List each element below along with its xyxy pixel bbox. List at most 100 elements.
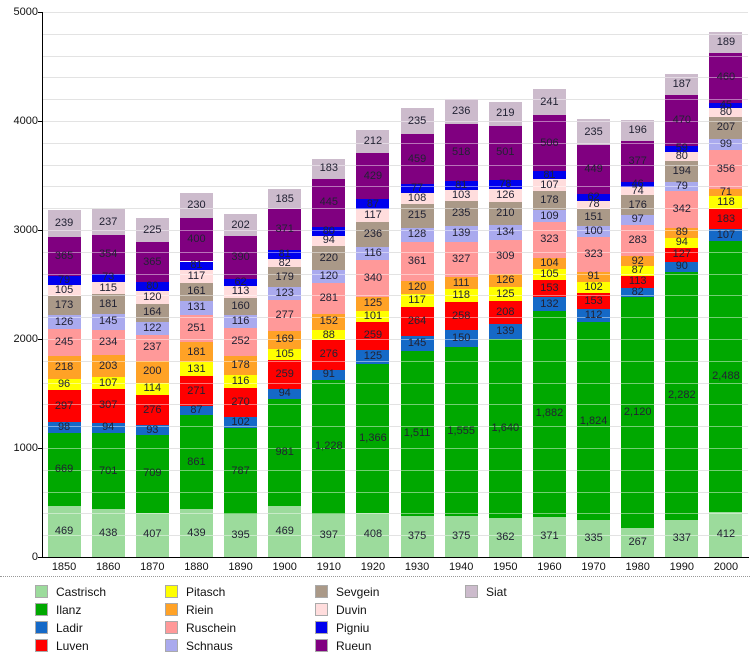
gridline xyxy=(42,12,748,13)
bar-segment-ladir xyxy=(91,422,125,433)
y-tick-mark xyxy=(38,557,42,558)
bar-segment-pitasch xyxy=(621,266,655,276)
bar-segment-schnaus xyxy=(356,247,390,261)
gridline xyxy=(42,426,748,428)
bar-segment-ruschein xyxy=(709,149,743,189)
bar-segment-sevgein xyxy=(400,204,434,228)
bar-segment-sevgein xyxy=(356,221,390,248)
legend-swatch-icon xyxy=(35,639,48,652)
legend-swatch-icon xyxy=(465,585,478,598)
bar-segment-luven xyxy=(224,387,258,418)
bar-segment-rueun xyxy=(577,144,611,194)
bar-segment-ilanz xyxy=(312,379,346,514)
bar-segment-rueun xyxy=(488,125,522,181)
legend-swatch-icon xyxy=(315,585,328,598)
bar-segment-schnaus xyxy=(268,287,302,301)
bar-segment-riein xyxy=(444,277,478,290)
bar-segment-siat xyxy=(400,108,434,135)
bar-segment-duvin xyxy=(268,258,302,268)
bar-segment-schnaus xyxy=(621,214,655,226)
bar-segment-schnaus xyxy=(665,182,699,191)
bar-segment-riein xyxy=(621,256,655,267)
y-tick-label: 2000 xyxy=(13,333,38,345)
gridline-overlay xyxy=(42,426,748,428)
bar-segment-castrisch xyxy=(665,520,699,557)
gridline xyxy=(42,339,748,340)
gridline xyxy=(42,317,748,319)
bar-segment-ladir xyxy=(179,405,213,416)
bar-segment-sevgein xyxy=(621,195,655,215)
bar-segment-ruschein xyxy=(577,236,611,272)
bar-segment-ruschein xyxy=(488,239,522,274)
bar-segment-ilanz xyxy=(577,321,611,521)
bar-segment-castrisch xyxy=(356,512,390,557)
bar-segment-castrisch xyxy=(47,505,81,557)
bar-segment-sevgein xyxy=(488,202,522,226)
gridline xyxy=(42,251,748,253)
bar-segment-ilanz xyxy=(47,432,81,506)
bar-segment-siat xyxy=(621,119,655,142)
bar-segment-pigniu xyxy=(135,282,169,291)
bar-segment-sevgein xyxy=(224,298,258,316)
x-tick-label: 1950 xyxy=(493,561,518,573)
bar-segment-ruschein xyxy=(532,222,566,258)
bar-segment-castrisch xyxy=(621,527,655,557)
gridline-overlay xyxy=(42,491,748,493)
bar-segment-ladir xyxy=(356,350,390,364)
bar-segment-siat xyxy=(532,89,566,116)
bar-segment-schnaus xyxy=(47,315,81,329)
gridline-overlay xyxy=(42,230,748,231)
bar-segment-siat xyxy=(312,158,346,179)
legend-swatch-icon xyxy=(35,621,48,634)
bar-segment-rueun xyxy=(312,178,346,228)
bar-segment-sevgein xyxy=(665,160,699,183)
x-tick-label: 1980 xyxy=(625,561,650,573)
bar-segment-schnaus xyxy=(532,210,566,223)
bar-segment-pitasch xyxy=(709,196,743,210)
bar-segment-ilanz xyxy=(665,271,699,521)
gridline-overlay xyxy=(42,295,748,297)
bar-segment-duvin xyxy=(47,284,81,297)
bar-segment-rueun xyxy=(400,134,434,185)
gridline-overlay xyxy=(42,251,748,253)
bar-segment-sevgein xyxy=(444,200,478,227)
legend-swatch-icon xyxy=(315,603,328,616)
legend-swatch-icon xyxy=(35,585,48,598)
bar-segment-luven xyxy=(268,360,302,389)
bar-segment-duvin xyxy=(444,189,478,201)
gridline-overlay xyxy=(42,360,748,362)
gridline xyxy=(42,99,748,101)
bar-segment-schnaus xyxy=(444,226,478,242)
bar-segment-siat xyxy=(179,192,213,218)
bar-segment-ladir xyxy=(268,388,302,399)
x-tick-label: 1960 xyxy=(537,561,562,573)
x-tick-label: 1920 xyxy=(360,561,386,573)
bar-segment-ladir xyxy=(577,309,611,322)
bar-segment-rueun xyxy=(532,115,566,171)
y-tick-mark xyxy=(38,448,42,449)
bar-segment-ilanz xyxy=(532,311,566,517)
gridline-overlay xyxy=(42,55,748,57)
gridline xyxy=(42,448,748,449)
bar-segment-pitasch xyxy=(179,361,213,377)
bar-segment-castrisch xyxy=(444,516,478,557)
bar-segment-castrisch xyxy=(709,512,743,557)
bar-segment-ilanz xyxy=(268,398,302,506)
y-tick-label: 1000 xyxy=(13,442,38,454)
x-tick-label: 1990 xyxy=(669,561,695,573)
bar-segment-pigniu xyxy=(621,182,655,188)
bar-segment-ruschein xyxy=(665,190,699,228)
bar-segment-luven xyxy=(91,389,125,423)
y-tick-label: 3000 xyxy=(13,224,38,236)
bar-segment-pigniu xyxy=(665,145,699,153)
bar-segment-pitasch xyxy=(577,281,611,293)
legend-label: Duvin xyxy=(336,603,367,617)
x-tick-label: 1870 xyxy=(140,561,165,573)
bar-segment-sevgein xyxy=(135,303,169,322)
legend-swatch-icon xyxy=(35,603,48,616)
bar-segment-ilanz xyxy=(224,428,258,514)
legend-label: Rueun xyxy=(336,639,372,653)
bar-segment-siat xyxy=(91,209,125,236)
gridline-overlay xyxy=(42,164,748,166)
y-tick-mark xyxy=(38,12,42,13)
